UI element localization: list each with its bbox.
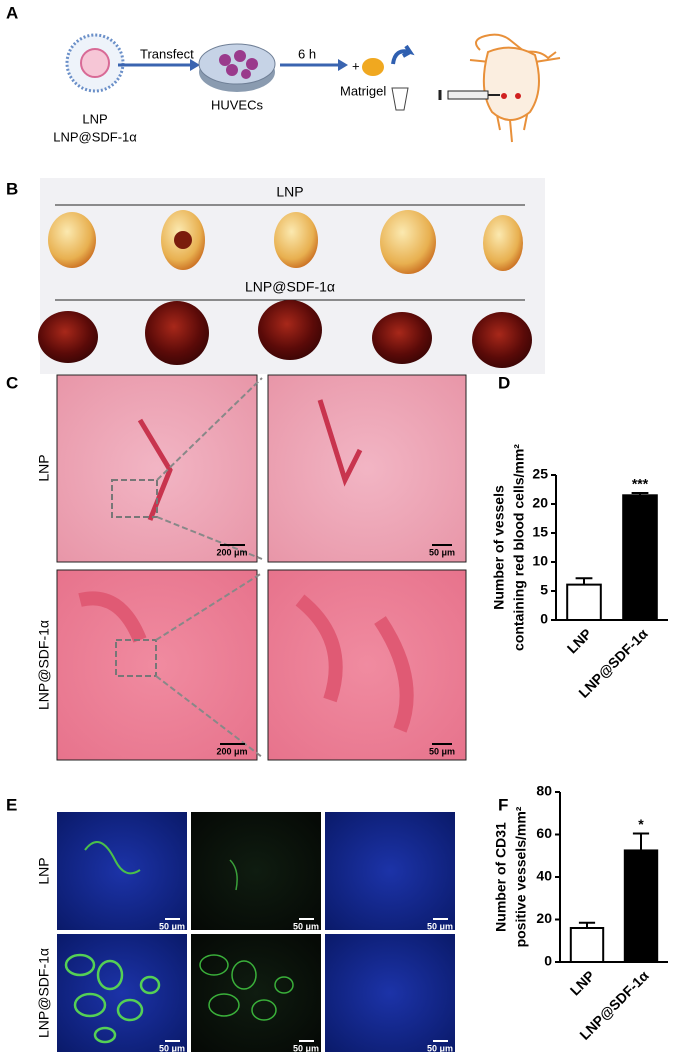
y-axis-label: positive vessels/mm² bbox=[513, 806, 529, 947]
y-axis-label: Number of vessels bbox=[491, 485, 507, 610]
particle-label: LNP bbox=[82, 111, 107, 126]
arrow-label: Transfect bbox=[140, 46, 194, 61]
panel-label: F bbox=[498, 795, 508, 814]
y-tick-label: 15 bbox=[532, 524, 548, 540]
schematic bbox=[65, 33, 561, 143]
x-tick-label: LNP bbox=[567, 967, 598, 998]
panel-label: C bbox=[6, 373, 18, 392]
y-tick-label: 0 bbox=[544, 953, 552, 969]
scale-label: 50 μm bbox=[293, 1043, 319, 1052]
fluorescence-images bbox=[57, 812, 455, 1052]
plus: + bbox=[352, 58, 360, 73]
bar bbox=[569, 927, 605, 963]
scale-label: 50 μm bbox=[427, 921, 453, 931]
group-label: LNP bbox=[276, 184, 303, 200]
row-label: LNP@SDF-1α bbox=[36, 948, 52, 1038]
y-tick-label: 80 bbox=[536, 783, 552, 799]
y-tick-label: 40 bbox=[536, 868, 552, 884]
y-tick-label: 0 bbox=[540, 611, 548, 627]
cells-label: HUVECs bbox=[211, 97, 264, 112]
row-label: LNP@SDF-1α bbox=[36, 620, 52, 710]
particle-label: LNP@SDF-1α bbox=[53, 129, 137, 144]
y-tick-label: 20 bbox=[536, 910, 552, 926]
y-axis-label: Number of CD31 bbox=[493, 822, 509, 932]
scale-label: 50 μm bbox=[159, 921, 185, 931]
scale-label: 50 μm bbox=[429, 547, 455, 557]
y-tick-label: 60 bbox=[536, 825, 552, 841]
y-tick-label: 20 bbox=[532, 495, 548, 511]
scale-label: 50 μm bbox=[429, 746, 455, 756]
arrow-label: 6 h bbox=[298, 46, 316, 61]
histology-images bbox=[56, 374, 467, 761]
row-label: LNP bbox=[36, 454, 52, 481]
scale-label: 200 μm bbox=[216, 547, 247, 557]
row-label: LNP bbox=[36, 857, 52, 884]
group-label: LNP@SDF-1α bbox=[245, 279, 335, 295]
y-tick-label: 10 bbox=[532, 553, 548, 569]
y-tick-label: 5 bbox=[540, 582, 548, 598]
scale-label: 50 μm bbox=[159, 1043, 185, 1052]
bar bbox=[623, 849, 659, 963]
y-axis-label: containing red blood cells/mm² bbox=[511, 444, 527, 651]
bar bbox=[566, 583, 602, 621]
bar bbox=[622, 494, 658, 621]
scale-label: 50 μm bbox=[293, 921, 319, 931]
significance: * bbox=[638, 816, 644, 832]
panel-label: D bbox=[498, 373, 510, 392]
scale-label: 50 μm bbox=[427, 1043, 453, 1052]
significance: *** bbox=[632, 476, 649, 492]
y-tick-label: 25 bbox=[532, 466, 548, 482]
matrigel-label: Matrigel bbox=[340, 83, 386, 98]
x-tick-label: LNP bbox=[564, 625, 595, 656]
scale-label: 200 μm bbox=[216, 746, 247, 756]
panel-label: A bbox=[6, 3, 18, 22]
panel-label: E bbox=[6, 795, 17, 814]
gels bbox=[38, 210, 532, 368]
panel-label: B bbox=[6, 179, 18, 198]
